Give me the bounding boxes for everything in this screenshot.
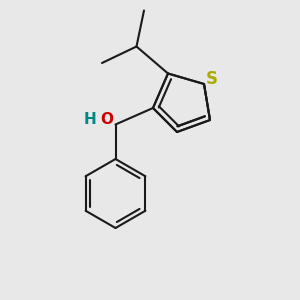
- Text: H: H: [84, 112, 96, 128]
- Text: O: O: [100, 112, 113, 128]
- Text: S: S: [206, 70, 218, 88]
